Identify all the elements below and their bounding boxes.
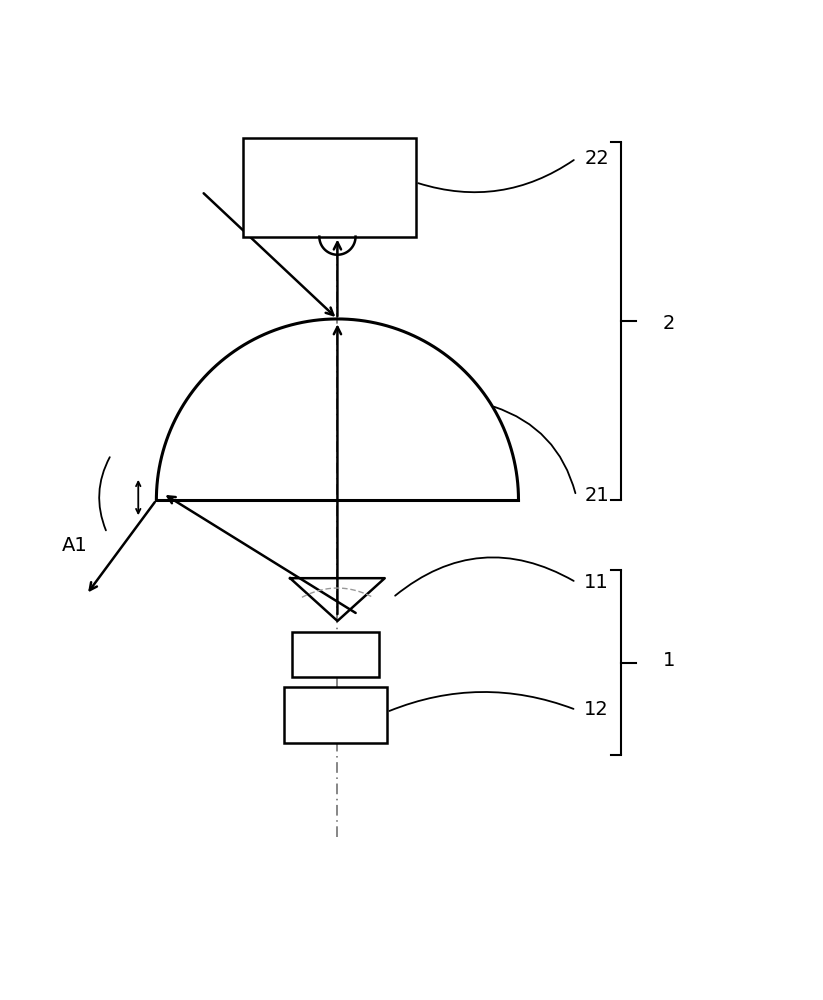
- Text: 22: 22: [584, 149, 609, 168]
- Bar: [284, 687, 387, 743]
- Text: 1: 1: [663, 651, 675, 670]
- Text: 21: 21: [584, 486, 609, 505]
- Bar: [243, 138, 416, 237]
- Bar: [292, 632, 379, 677]
- Text: A1: A1: [62, 536, 87, 555]
- Text: 12: 12: [584, 700, 609, 719]
- Text: 11: 11: [584, 573, 609, 592]
- Text: 2: 2: [663, 314, 675, 333]
